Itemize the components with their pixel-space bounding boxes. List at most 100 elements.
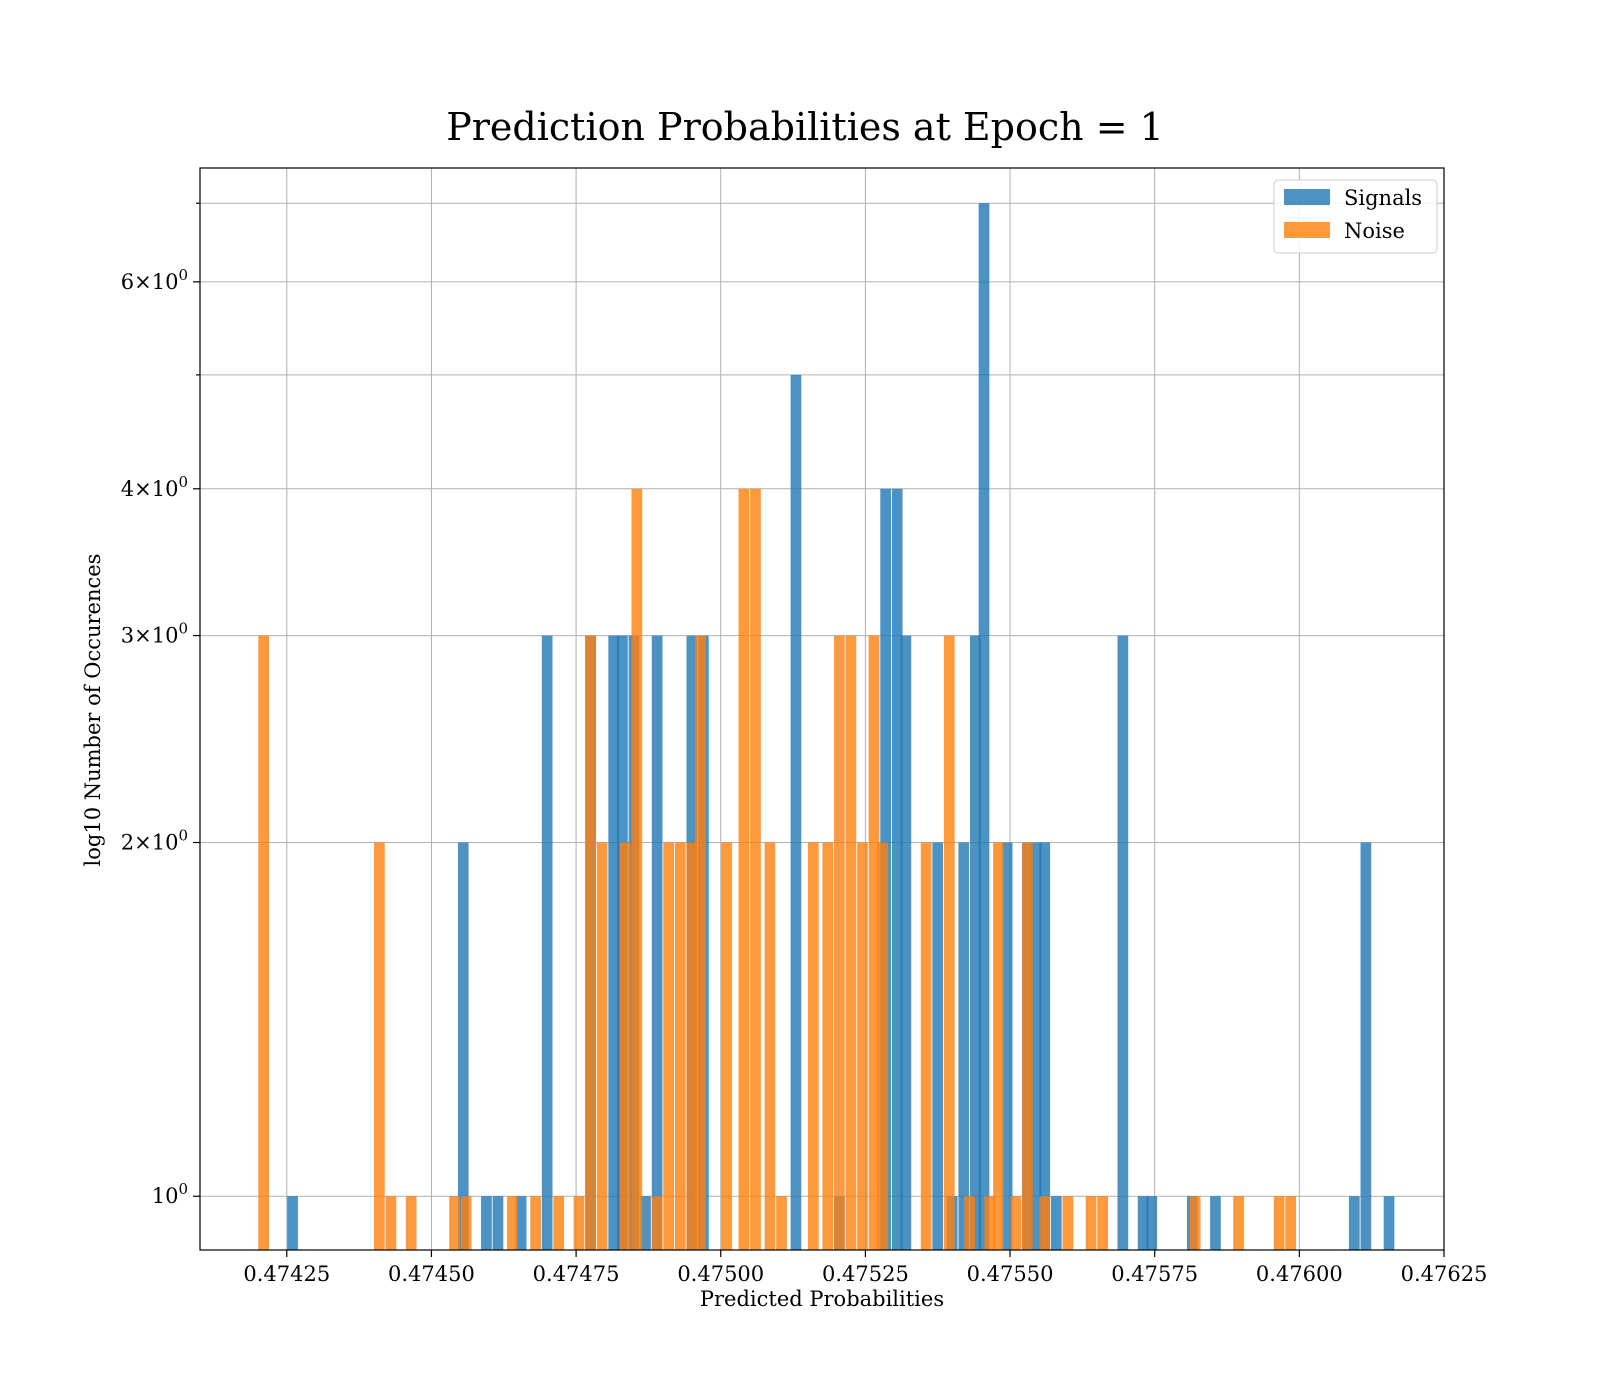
bar-noise <box>507 1196 518 1250</box>
bar-noise <box>721 842 732 1250</box>
bar-noise <box>868 635 880 1250</box>
bar-signals <box>1360 842 1372 1250</box>
bar-signals <box>492 1196 504 1250</box>
bar-signals <box>1383 1196 1395 1250</box>
plot-frame <box>199 167 1445 1251</box>
bar-signals <box>1001 842 1013 1250</box>
bar-signals <box>969 635 981 1250</box>
bar-noise <box>385 1196 397 1250</box>
x-tick-label: 0.47600 <box>1256 1262 1343 1286</box>
bar-noise <box>619 842 631 1250</box>
x-tick-label: 0.47500 <box>677 1262 764 1286</box>
bar-noise <box>695 635 706 1250</box>
bar-signals <box>1050 1196 1062 1250</box>
bar-noise <box>1189 1196 1201 1250</box>
bar-noise <box>993 842 1004 1250</box>
bar-signals <box>515 1196 527 1250</box>
bar-noise <box>573 1196 585 1250</box>
bar-noise <box>663 842 675 1250</box>
grid <box>200 168 1445 1250</box>
y-tick-label: 4×100 <box>121 473 188 501</box>
bar-noise <box>258 635 269 1250</box>
legend-swatch-noise <box>1284 222 1330 238</box>
bar-noise <box>585 635 596 1250</box>
x-tick-label: 0.47425 <box>243 1262 330 1286</box>
bar-noise <box>374 842 385 1250</box>
bar-noise <box>964 1196 975 1250</box>
bar-signals <box>457 842 469 1250</box>
x-tick-label: 0.47625 <box>1401 1262 1488 1286</box>
bar-noise <box>920 842 932 1250</box>
bar-signals <box>1039 842 1051 1250</box>
bar-noise <box>1085 1196 1097 1250</box>
bar-noise <box>449 1196 460 1250</box>
bar-noise <box>822 842 834 1250</box>
bar-noise <box>1039 1196 1051 1250</box>
bar-noise <box>857 842 868 1250</box>
bar-noise <box>807 842 819 1250</box>
bar-noise <box>530 1196 541 1250</box>
legend-swatch-signals <box>1284 189 1330 205</box>
x-tick-label: 0.47575 <box>1111 1262 1198 1286</box>
bar-signals <box>1146 1196 1158 1250</box>
bar-noise <box>738 488 750 1250</box>
bar-noise <box>984 1196 996 1250</box>
bar-signals <box>1348 1196 1360 1250</box>
bar-noise <box>1097 1196 1108 1250</box>
axis-ticks: 0.47425 0.47450 0.47475 0.47500 0.47525 0.475… <box>121 202 1488 1286</box>
y-tick-label: 2×100 <box>121 827 188 855</box>
y-tick-label: 6×100 <box>121 266 188 294</box>
chart-title: Prediction Probabilities at Epoch = 1 <box>446 105 1164 149</box>
bar-noise <box>651 1196 663 1250</box>
bar-signals <box>978 203 990 1251</box>
bar-signals <box>1137 1196 1149 1250</box>
bar-noise <box>1285 1196 1297 1250</box>
x-tick-label: 0.47550 <box>967 1262 1054 1286</box>
bar-signals <box>541 635 553 1250</box>
bar-signals <box>1117 635 1129 1250</box>
x-tick-label: 0.47450 <box>388 1262 475 1286</box>
legend-label-noise: Noise <box>1344 219 1405 243</box>
bar-noise <box>1022 842 1033 1250</box>
bar-signals <box>1210 1196 1221 1250</box>
y-axis-label: log10 Number of Occurences <box>81 554 105 867</box>
bar-noise <box>405 1196 417 1250</box>
bar-noise <box>1010 1196 1022 1250</box>
bar-signals <box>900 635 912 1250</box>
bar-noise <box>596 842 608 1250</box>
bar-noise <box>631 488 643 1250</box>
x-tick-label: 0.47525 <box>822 1262 909 1286</box>
bar-signals <box>958 842 970 1250</box>
bar-noise <box>943 635 955 1250</box>
bar-noise <box>1062 1196 1074 1250</box>
bar-noise <box>834 635 845 1250</box>
bar-noise <box>1233 1196 1244 1250</box>
y-tick-label: 3×100 <box>121 620 188 648</box>
series-noise <box>258 488 1297 1250</box>
bar-noise <box>686 842 698 1250</box>
bar-signals <box>640 1196 651 1250</box>
bar-signals <box>1030 842 1042 1250</box>
bar-noise <box>1273 1196 1285 1250</box>
bar-signals <box>891 488 903 1250</box>
bar-signals <box>932 842 944 1250</box>
bar-signals <box>481 1196 492 1250</box>
bar-noise <box>750 488 761 1250</box>
x-tick-label: 0.47475 <box>533 1262 620 1286</box>
bar-noise <box>845 635 857 1250</box>
x-axis-label: Predicted Probabilities <box>700 1287 944 1311</box>
bar-noise <box>460 1196 472 1250</box>
bar-signals <box>790 374 802 1250</box>
bar-signals <box>287 1196 298 1250</box>
bar-noise <box>553 1196 565 1250</box>
bar-signals <box>651 635 663 1250</box>
y-tick-label: 100 <box>152 1180 188 1208</box>
bar-noise <box>776 1196 787 1250</box>
bar-signals <box>608 635 620 1250</box>
bar-noise <box>764 842 776 1250</box>
bar-noise <box>674 842 686 1250</box>
bar-noise <box>877 842 889 1250</box>
legend: Signals Noise <box>1273 179 1438 254</box>
bars <box>258 203 1395 1251</box>
